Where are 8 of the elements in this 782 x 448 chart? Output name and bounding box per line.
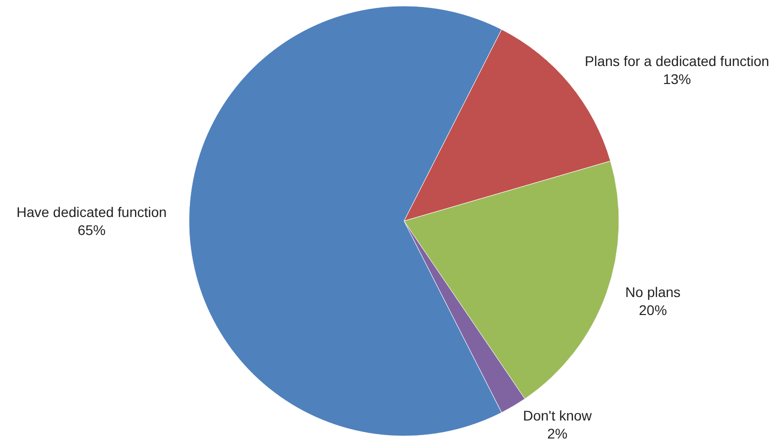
- slice-label: Don't know: [522, 408, 593, 424]
- data-label: 13%: [662, 71, 692, 88]
- data-label: 2%: [547, 426, 568, 442]
- slice-label: No plans: [625, 284, 681, 300]
- slice-label: Have dedicated function: [16, 204, 167, 220]
- data-label: 65%: [78, 222, 106, 238]
- data-label: 20%: [638, 302, 667, 318]
- slice-label: Plans for a dedicated function: [584, 53, 770, 70]
